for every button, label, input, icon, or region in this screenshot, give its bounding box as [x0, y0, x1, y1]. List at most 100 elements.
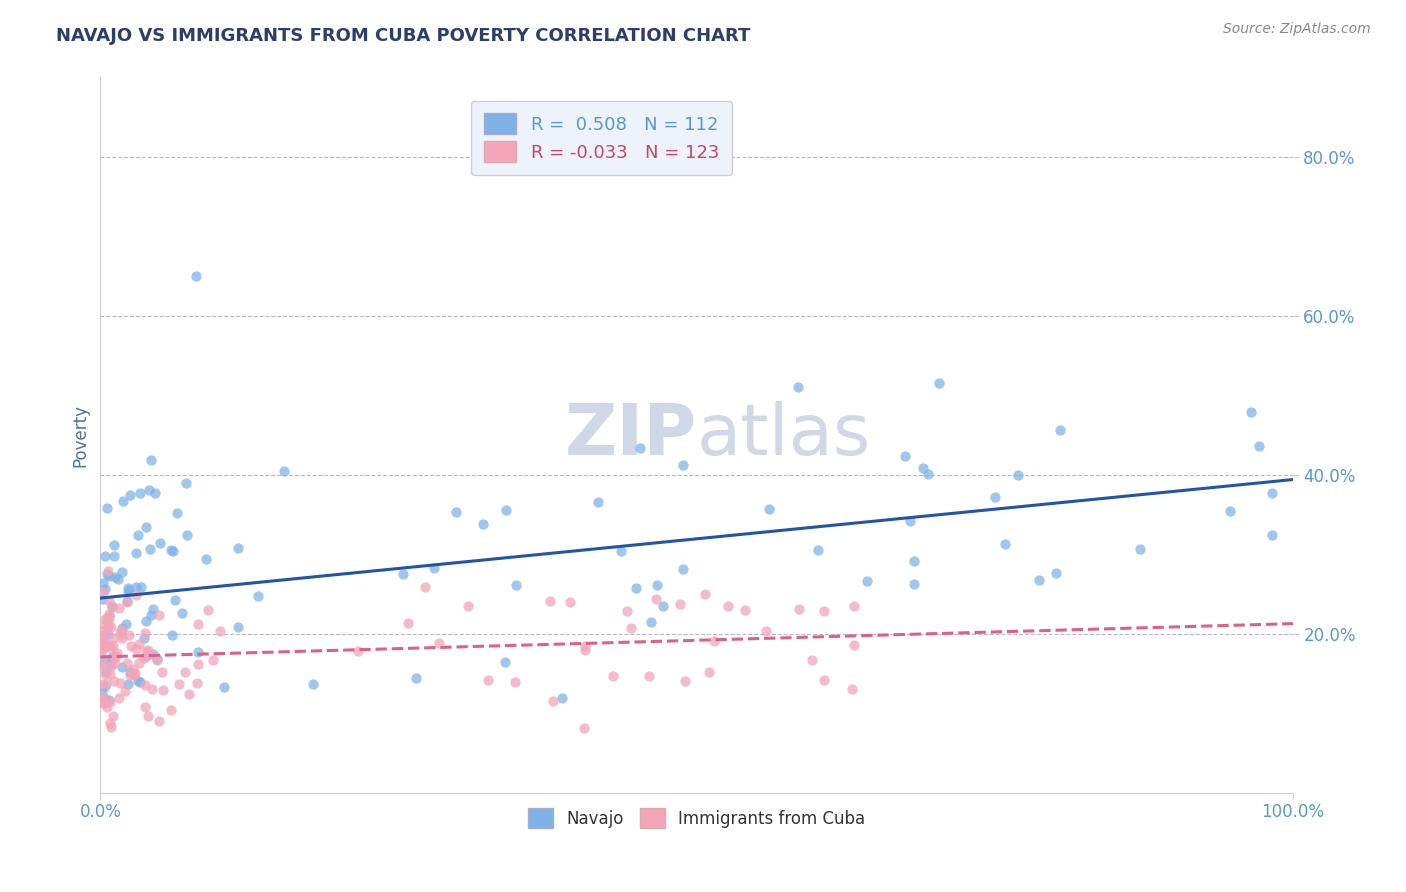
- Point: [96, 700, 118, 714]
- Point: [135, 644, 157, 658]
- Point: [551, 690, 574, 705]
- Point: [813, 604, 835, 618]
- Point: [758, 501, 780, 516]
- Point: [90, 636, 112, 650]
- Point: [716, 599, 738, 613]
- Point: [111, 660, 134, 674]
- Point: [118, 488, 141, 502]
- Point: [127, 528, 149, 542]
- Point: [347, 644, 370, 658]
- Text: ZIP: ZIP: [564, 401, 696, 469]
- Point: [97, 627, 120, 641]
- Point: [184, 269, 207, 284]
- Point: [160, 703, 183, 717]
- Point: [104, 570, 127, 584]
- Point: [93, 612, 115, 626]
- Point: [471, 516, 494, 531]
- Point: [96, 566, 118, 581]
- Text: NAVAJO VS IMMIGRANTS FROM CUBA POVERTY CORRELATION CHART: NAVAJO VS IMMIGRANTS FROM CUBA POVERTY C…: [56, 27, 751, 45]
- Point: [855, 574, 877, 589]
- Point: [94, 635, 117, 649]
- Point: [118, 667, 141, 681]
- Point: [135, 648, 157, 663]
- Point: [174, 665, 197, 679]
- Point: [669, 597, 692, 611]
- Point: [602, 669, 624, 683]
- Point: [96, 675, 118, 690]
- Point: [97, 569, 120, 583]
- Point: [179, 687, 201, 701]
- Point: [898, 514, 921, 528]
- Point: [162, 543, 184, 558]
- Point: [672, 562, 695, 576]
- Point: [98, 607, 121, 621]
- Point: [135, 520, 157, 534]
- Point: [396, 616, 419, 631]
- Point: [693, 587, 716, 601]
- Point: [139, 542, 162, 557]
- Point: [115, 617, 138, 632]
- Point: [139, 452, 162, 467]
- Point: [97, 618, 120, 632]
- Point: [165, 592, 187, 607]
- Point: [90, 642, 112, 657]
- Point: [647, 577, 669, 591]
- Point: [135, 647, 157, 661]
- Point: [91, 632, 114, 647]
- Point: [115, 657, 138, 671]
- Point: [637, 668, 659, 682]
- Point: [187, 645, 209, 659]
- Point: [94, 617, 117, 632]
- Point: [841, 682, 863, 697]
- Point: [98, 609, 121, 624]
- Point: [787, 601, 810, 615]
- Point: [624, 581, 647, 595]
- Point: [117, 581, 139, 595]
- Point: [228, 541, 250, 556]
- Point: [91, 690, 114, 704]
- Point: [90, 591, 112, 606]
- Point: [984, 491, 1007, 505]
- Point: [129, 675, 152, 690]
- Point: [169, 676, 191, 690]
- Point: [703, 633, 725, 648]
- Point: [842, 599, 865, 613]
- Point: [91, 676, 114, 690]
- Point: [107, 601, 129, 615]
- Point: [117, 584, 139, 599]
- Point: [96, 500, 118, 515]
- Point: [813, 673, 835, 687]
- Text: Source: ZipAtlas.com: Source: ZipAtlas.com: [1223, 22, 1371, 37]
- Point: [91, 691, 114, 706]
- Y-axis label: Poverty: Poverty: [72, 403, 89, 467]
- Point: [100, 659, 122, 673]
- Point: [93, 549, 115, 563]
- Point: [807, 543, 830, 558]
- Point: [107, 572, 129, 586]
- Point: [1028, 573, 1050, 587]
- Point: [120, 639, 142, 653]
- Point: [97, 618, 120, 632]
- Point: [91, 636, 114, 650]
- Point: [105, 646, 128, 660]
- Point: [111, 621, 134, 635]
- Point: [136, 709, 159, 723]
- Point: [477, 673, 499, 687]
- Point: [422, 561, 444, 575]
- Point: [100, 619, 122, 633]
- Point: [98, 716, 121, 731]
- Point: [136, 643, 159, 657]
- Point: [128, 637, 150, 651]
- Point: [494, 655, 516, 669]
- Point: [208, 624, 231, 638]
- Point: [574, 642, 596, 657]
- Point: [141, 681, 163, 696]
- Point: [150, 665, 173, 679]
- Point: [160, 627, 183, 641]
- Point: [1219, 504, 1241, 518]
- Point: [125, 581, 148, 595]
- Point: [111, 631, 134, 645]
- Point: [444, 505, 467, 519]
- Point: [91, 657, 114, 672]
- Point: [645, 591, 668, 606]
